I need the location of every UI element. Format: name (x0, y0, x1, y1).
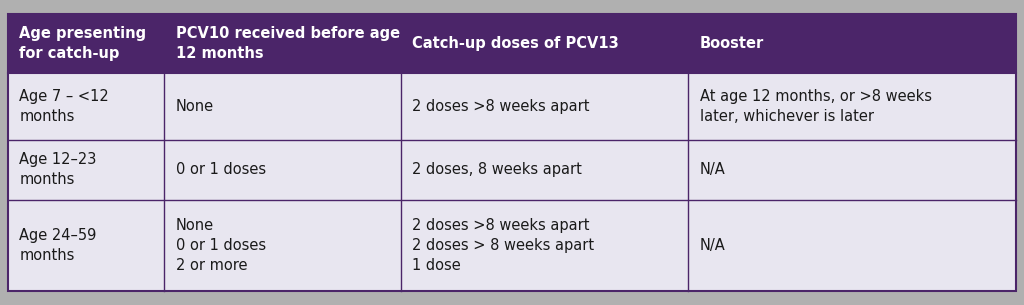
Bar (8, 14, 165, 74)
Bar (165, 74, 401, 140)
Text: Age 24–59
months: Age 24–59 months (19, 228, 97, 263)
Text: N/A: N/A (699, 162, 725, 177)
Bar (8, 200, 165, 291)
Bar (8, 74, 165, 140)
Bar (688, 140, 1016, 200)
Bar (688, 200, 1016, 291)
Bar (401, 74, 688, 140)
Text: N/A: N/A (699, 238, 725, 253)
Bar (688, 14, 1016, 74)
Bar (401, 200, 688, 291)
Text: Age presenting
for catch-up: Age presenting for catch-up (19, 26, 146, 61)
Text: 2 doses, 8 weeks apart: 2 doses, 8 weeks apart (413, 162, 583, 177)
Text: Age 12–23
months: Age 12–23 months (19, 152, 97, 187)
Text: Age 7 – <12
months: Age 7 – <12 months (19, 89, 110, 124)
Bar (401, 140, 688, 200)
Text: 0 or 1 doses: 0 or 1 doses (176, 162, 266, 177)
Bar (401, 14, 688, 74)
Text: Booster: Booster (699, 36, 764, 51)
Bar (165, 140, 401, 200)
Text: 2 doses >8 weeks apart
2 doses > 8 weeks apart
1 dose: 2 doses >8 weeks apart 2 doses > 8 weeks… (413, 218, 595, 273)
Bar (8, 140, 165, 200)
Text: At age 12 months, or >8 weeks
later, whichever is later: At age 12 months, or >8 weeks later, whi… (699, 89, 932, 124)
Text: PCV10 received before age
12 months: PCV10 received before age 12 months (176, 26, 399, 61)
Bar (165, 14, 401, 74)
Text: Catch-up doses of PCV13: Catch-up doses of PCV13 (413, 36, 620, 51)
Text: None
0 or 1 doses
2 or more: None 0 or 1 doses 2 or more (176, 218, 266, 273)
Text: None: None (176, 99, 214, 114)
Bar (688, 74, 1016, 140)
Bar (165, 200, 401, 291)
Text: 2 doses >8 weeks apart: 2 doses >8 weeks apart (413, 99, 590, 114)
